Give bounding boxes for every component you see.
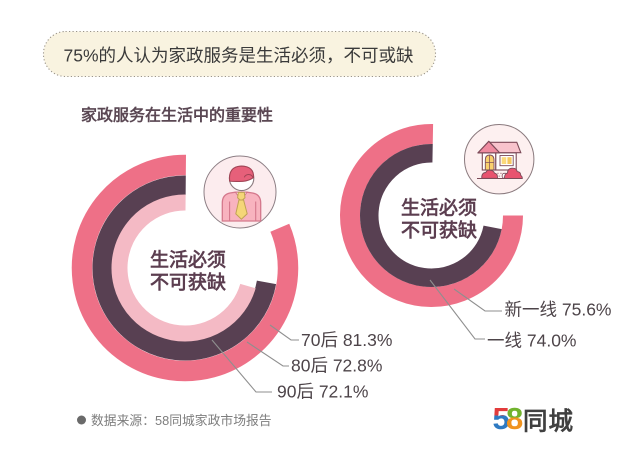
svg-text:8: 8 [506,401,523,436]
svg-text:生活必须: 生活必须 [150,248,226,271]
svg-text:数据来源：58同城家政市场报告: 数据来源：58同城家政市场报告 [91,413,272,428]
svg-text:不可获缺: 不可获缺 [150,271,227,294]
svg-text:5: 5 [493,401,510,436]
svg-text:80后 72.8%: 80后 72.8% [291,356,382,376]
svg-text:75%的人认为家政服务是生活必须，不可或缺: 75%的人认为家政服务是生活必须，不可或缺 [64,46,414,66]
svg-text:70后 81.3%: 70后 81.3% [301,330,392,350]
svg-text:生活必须: 生活必须 [401,196,477,219]
svg-text:一线 74.0%: 一线 74.0% [487,331,576,351]
svg-text:同城: 同城 [523,408,574,436]
svg-text:90后 72.1%: 90后 72.1% [277,382,368,402]
svg-text:不可获缺: 不可获缺 [401,219,478,242]
svg-text:5: 5 [493,401,510,436]
svg-text:新一线 75.6%: 新一线 75.6% [505,300,612,320]
svg-text:8: 8 [506,401,523,436]
svg-text:家政服务在生活中的重要性: 家政服务在生活中的重要性 [81,106,273,125]
